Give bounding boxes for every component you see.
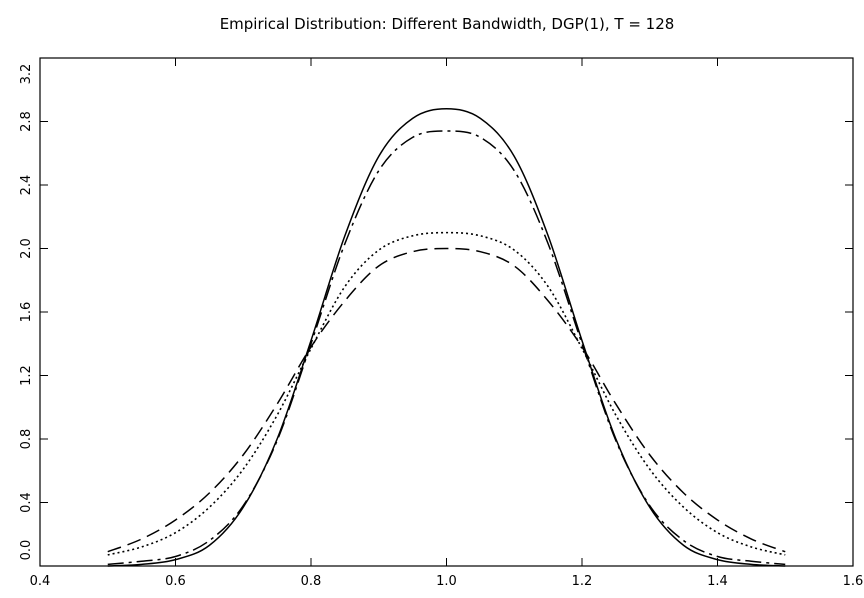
x-tick-label: 1.2 [572,574,593,589]
plot-frame [39,57,854,567]
y-tick-label: 1.6 [19,302,34,323]
x-tick-label: 1.4 [707,574,728,589]
y-tick-label: 1.2 [19,365,34,386]
series-line-dashed [107,247,786,553]
y-tick-label: 2.8 [19,111,34,132]
series-line-solid [107,108,786,567]
chart-title: Empirical Distribution: Different Bandwi… [220,15,675,33]
axes: 0.4 0.6 0.8 1.0 1.2 1.4 1.6 0.0 0.4 0.8 1.2 1.6 2.0 2… [19,57,864,589]
y-tick-label: 2.4 [19,175,34,196]
x-tick-label: 1.6 [843,574,864,589]
series-line-dash-dot [107,130,786,566]
x-tick-label: 0.6 [165,574,186,589]
x-tick-label: 0.4 [30,574,51,589]
series-line-dotted [107,231,786,556]
y-tick-label: 0.4 [19,492,34,513]
x-tick-label: 0.8 [301,574,322,589]
y-tick-label: 3.2 [19,64,34,85]
y-tick-label: 0.8 [19,429,34,450]
series-group [107,108,786,567]
y-tick-label: 2.0 [19,238,34,259]
y-tick-label: 0.0 [19,540,34,561]
x-tick-label: 1.0 [436,574,457,589]
